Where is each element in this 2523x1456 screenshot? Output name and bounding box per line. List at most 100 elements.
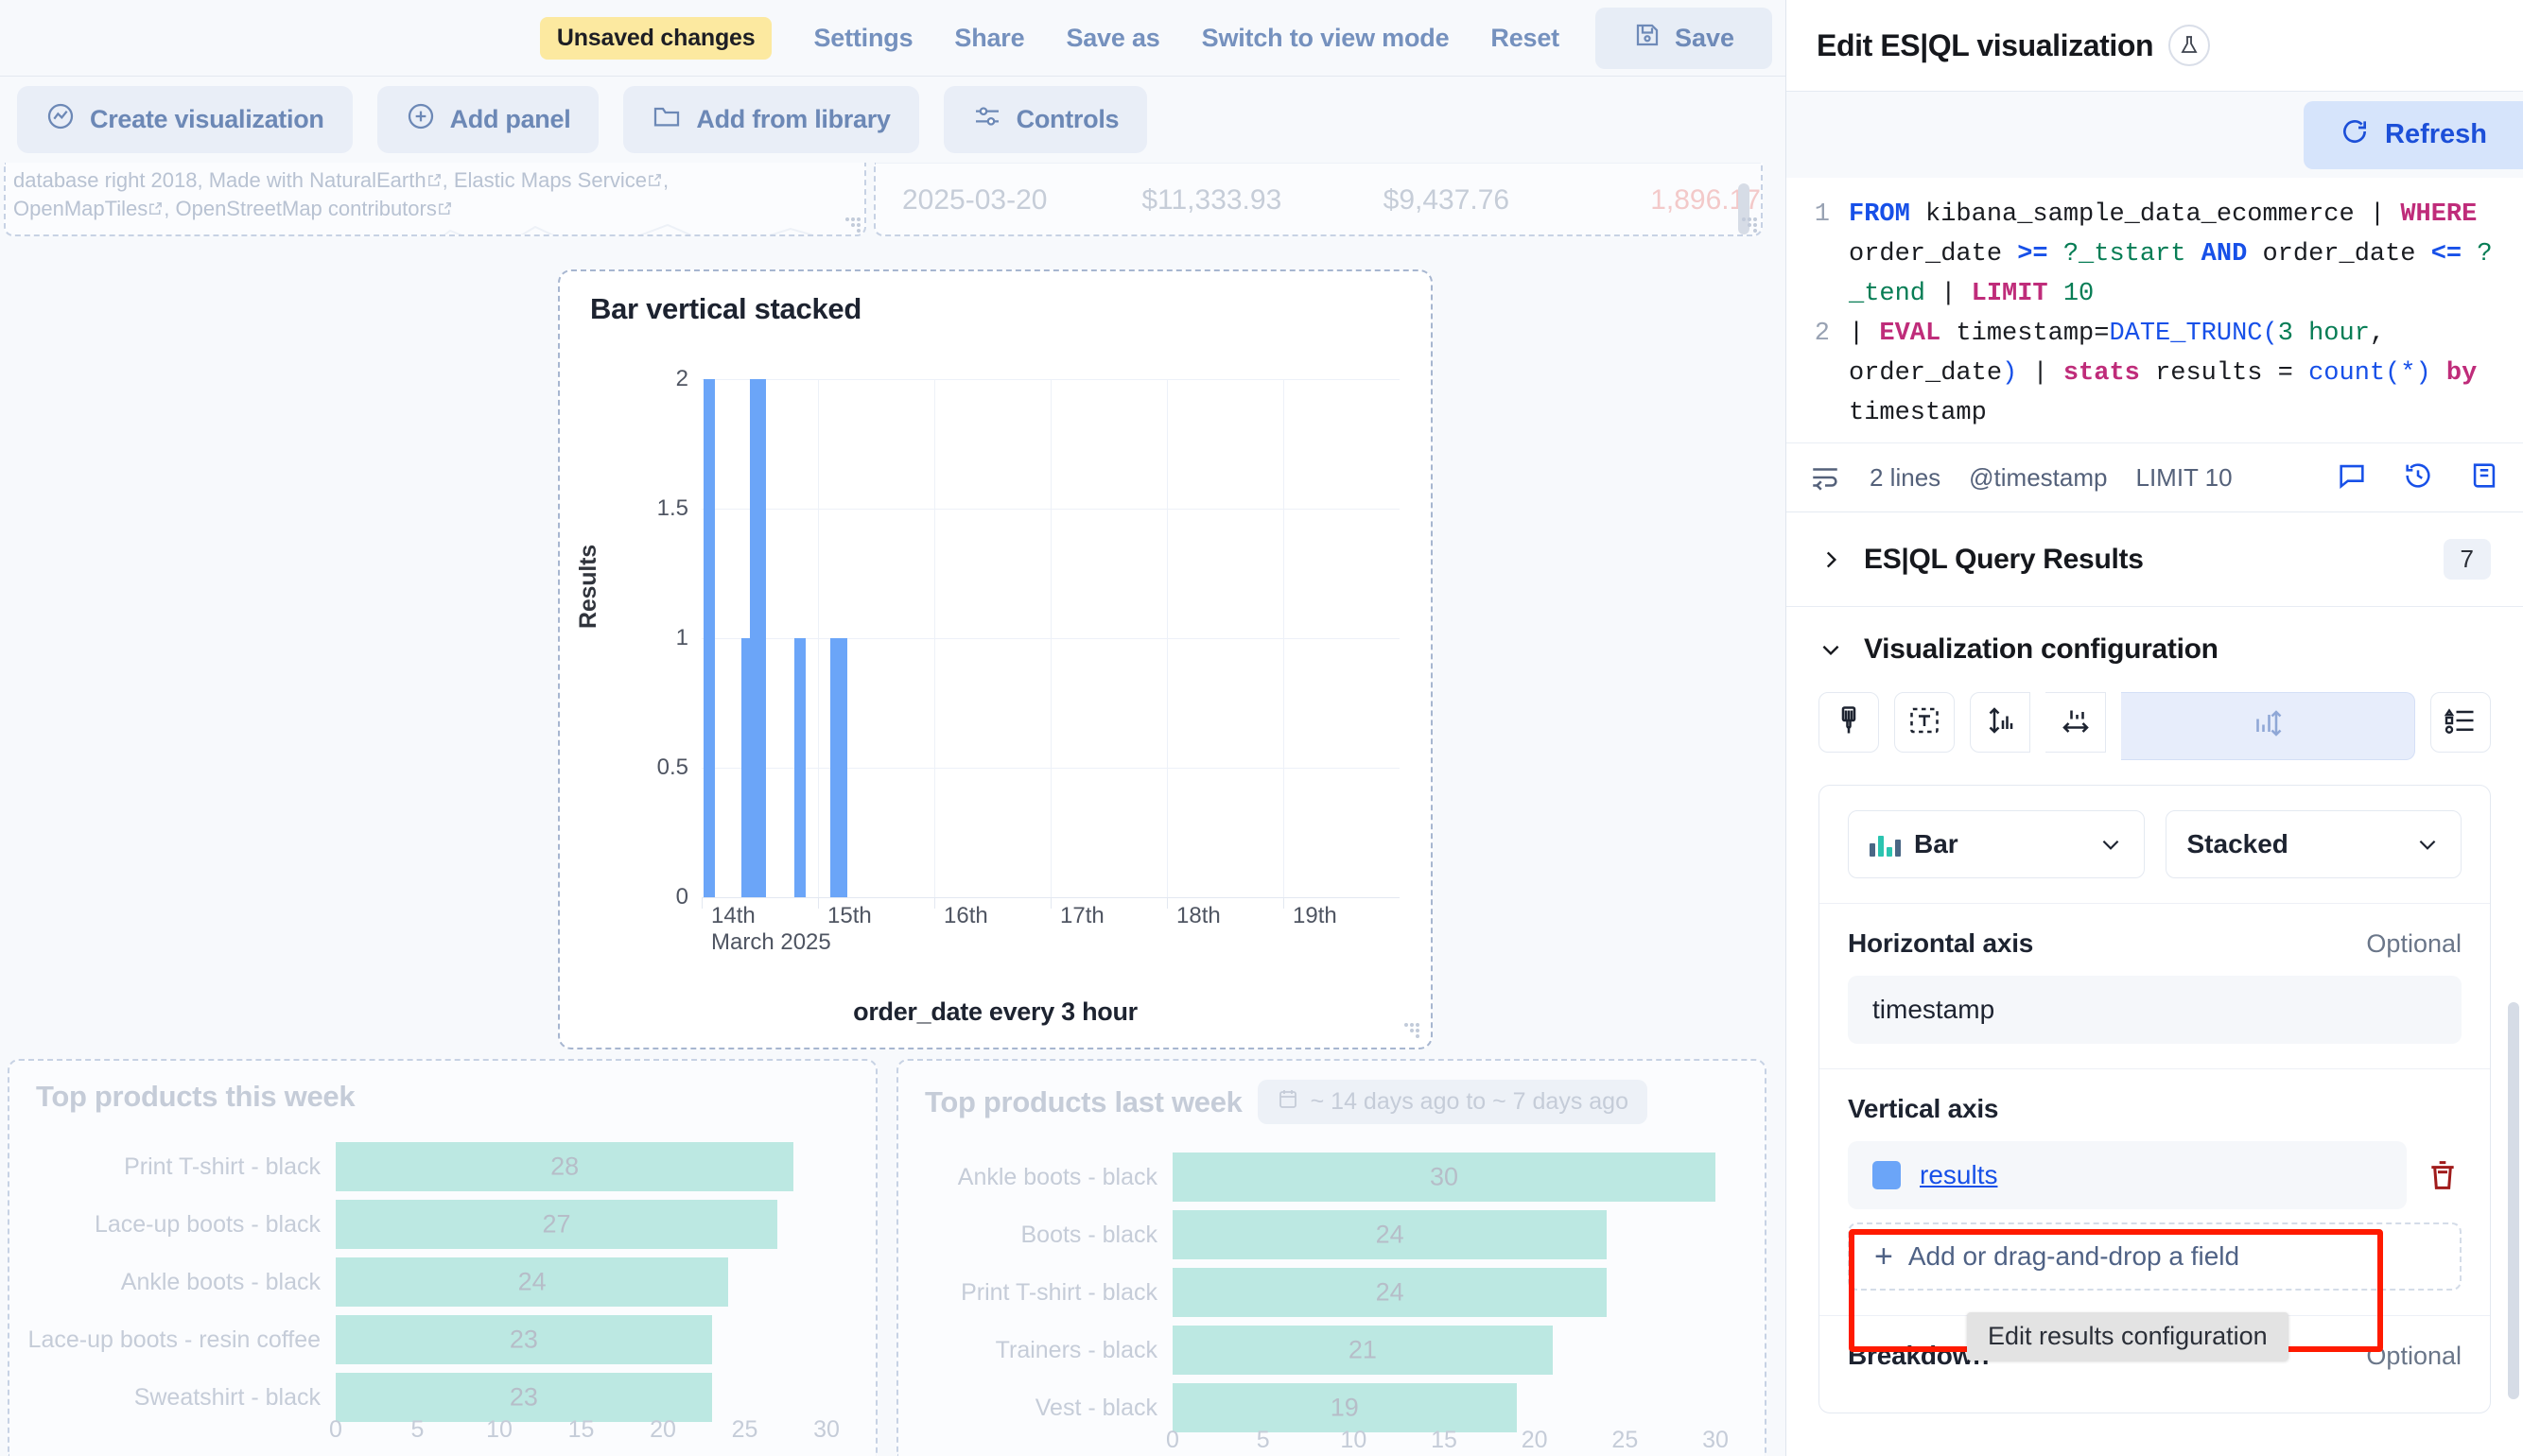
color-swatch[interactable] <box>1872 1161 1901 1189</box>
refresh-button[interactable]: Refresh <box>2304 100 2523 169</box>
chart-bar[interactable] <box>704 379 716 897</box>
panel-resize-grip[interactable] <box>1742 217 1757 233</box>
add-panel-label: Add panel <box>449 105 571 133</box>
brush-icon-button[interactable] <box>1818 692 1879 753</box>
add-field-button[interactable]: + Add or drag-and-drop a field <box>1848 1222 2462 1291</box>
horizontal-bar-chart[interactable]: Print T-shirt - black 28 Lace-up boots - b… <box>9 1142 876 1454</box>
time-range-badge[interactable]: ~ 14 days ago to ~ 7 days ago <box>1257 1080 1647 1124</box>
openstreetmap-link[interactable]: OpenStreetMap contributors <box>175 197 437 220</box>
add-panel-button[interactable]: Add panel <box>376 86 600 153</box>
switch-to-view-mode-link[interactable]: Switch to view mode <box>1201 23 1450 52</box>
dashboard-topbar: Unsaved changes Settings Share Save as S… <box>0 0 1785 76</box>
elastic-maps-service-link[interactable]: Elastic Maps Service <box>453 168 648 192</box>
chart-bar[interactable] <box>336 1257 729 1307</box>
add-from-library-button[interactable]: Add from library <box>623 86 919 153</box>
horizontal-bar-chart[interactable]: Ankle boots - black 30 Boots - black 24 Prin… <box>898 1153 1765 1456</box>
bar-value-label: 19 <box>1330 1393 1359 1422</box>
top-products-this-week-panel[interactable]: Top products this week Print T-shirt - b… <box>8 1059 878 1456</box>
x-axis: 0 5 10 15 20 25 30 <box>329 1416 876 1450</box>
create-visualization-button[interactable]: Create visualization <box>17 86 353 153</box>
chevron-down-icon <box>2415 832 2440 857</box>
bar-value-label: 21 <box>1348 1335 1377 1364</box>
panel-resize-grip[interactable] <box>845 217 861 233</box>
map-attribution-text-1: database right 2018, Made with NaturalEa… <box>13 168 426 192</box>
vertical-axis-icon-button[interactable] <box>1970 692 2030 753</box>
table-row[interactable]: 2025-03-20 $11,333.93 $9,437.76 1,896.17 <box>876 163 1761 234</box>
controls-label: Controls <box>1016 105 1120 133</box>
openmaptiles-link[interactable]: OpenMapTiles <box>13 197 148 220</box>
chart-type-value: Bar <box>1914 829 1958 858</box>
bar-row[interactable]: Lace-up boots - resin coffee 23 <box>9 1315 876 1364</box>
bar-category-label: Sweatshirt - black <box>133 1383 321 1411</box>
query-history-icon[interactable] <box>2402 459 2434 496</box>
chart-bar[interactable] <box>1173 1326 1553 1375</box>
add-field-label: Add or drag-and-drop a field <box>1907 1241 2240 1271</box>
chart-bar[interactable] <box>336 1142 794 1191</box>
chart-layout-select[interactable]: Stacked <box>2165 810 2462 878</box>
text-box-icon-button[interactable] <box>1894 692 1955 753</box>
map-panel[interactable]: database right 2018, Made with NaturalEa… <box>4 163 866 236</box>
bar-row[interactable]: Ankle boots - black 30 <box>898 1153 1765 1202</box>
x-axis-tick: 0 <box>1166 1427 1179 1453</box>
chart-bar[interactable] <box>1173 1210 1608 1259</box>
metrics-table-panel[interactable]: 2025-03-20 $11,333.93 $9,437.76 1,896.17 <box>874 163 1763 236</box>
breakdown-optional: Optional <box>2366 1341 2462 1370</box>
legend-list-icon-button[interactable] <box>2430 692 2491 753</box>
chart-bar[interactable] <box>336 1315 712 1364</box>
time-range-label: ~ 14 days ago to ~ 7 days ago <box>1310 1088 1628 1115</box>
esql-query-editor[interactable]: 1 FROM kibana_sample_data_ecommerce | WH… <box>1786 178 2523 442</box>
time-field-label: @timestamp <box>1969 462 2108 492</box>
top-products-last-week-panel[interactable]: Top products last week ~ 14 days ago to … <box>896 1059 1766 1456</box>
visualization-configuration-section[interactable]: Visualization configuration <box>1786 607 2523 675</box>
bar-row[interactable]: Vest - black 19 <box>898 1383 1765 1432</box>
code-line-1[interactable]: 1 FROM kibana_sample_data_ecommerce | WH… <box>1786 195 2523 314</box>
chart-type-select[interactable]: Bar <box>1848 810 2145 878</box>
bar-row[interactable]: Trainers - black 21 <box>898 1326 1765 1375</box>
chart-bar[interactable] <box>1173 1153 1715 1202</box>
bar-row[interactable]: Ankle boots - black 24 <box>9 1257 876 1307</box>
horizontal-axis-field[interactable]: timestamp <box>1848 976 2462 1044</box>
bar-row[interactable]: Lace-up boots - black 27 <box>9 1200 876 1249</box>
share-link[interactable]: Share <box>954 23 1025 52</box>
dimension-name[interactable]: results <box>1920 1160 1998 1189</box>
bar-category-label: Lace-up boots - black <box>94 1210 321 1238</box>
bar-row[interactable]: Print T-shirt - black 28 <box>9 1142 876 1191</box>
chart-bar[interactable] <box>754 379 766 897</box>
word-wrap-icon[interactable] <box>1809 461 1841 494</box>
plus-circle-icon <box>406 101 436 138</box>
delete-dimension-icon[interactable] <box>2424 1156 2462 1194</box>
horizontal-axis-icon <box>2059 703 2093 742</box>
settings-link[interactable]: Settings <box>813 23 914 52</box>
reset-link[interactable]: Reset <box>1490 23 1559 52</box>
esql-query-results-section[interactable]: ES|QL Query Results 7 <box>1786 512 2523 607</box>
table-scrollbar[interactable] <box>1738 183 1749 234</box>
horizontal-axis-icon-button[interactable] <box>2045 692 2106 753</box>
save-as-link[interactable]: Save as <box>1066 23 1160 52</box>
docs-icon[interactable] <box>2468 459 2500 496</box>
grid-line <box>818 379 819 897</box>
feedback-icon[interactable] <box>2336 459 2368 496</box>
x-axis-tick: 15 <box>567 1416 595 1443</box>
chart-bar[interactable] <box>1173 1383 1517 1432</box>
chart-bar[interactable] <box>793 638 806 897</box>
bar-row[interactable]: Sweatshirt - black 23 <box>9 1373 876 1422</box>
vertical-axis-dimension[interactable]: results <box>1848 1141 2407 1209</box>
flyout-subheader: Refresh <box>1786 91 2523 178</box>
chart-plot-area[interactable]: 0 0.5 1 1.5 2 <box>657 366 1400 910</box>
bar-row[interactable]: Boots - black 24 <box>898 1210 1765 1259</box>
chart-bar[interactable] <box>1173 1268 1608 1317</box>
code-line-2[interactable]: 2 | EVAL timestamp=DATE_TRUNC(3 hour, or… <box>1786 314 2523 433</box>
chart-bar[interactable] <box>336 1373 712 1422</box>
flyout-scrollbar[interactable] <box>2508 1002 2519 1399</box>
bar-chart-panel[interactable]: Bar vertical stacked Results 0 0.5 1 1.5 2 1… <box>558 269 1433 1049</box>
panel-resize-grip[interactable] <box>1404 1023 1421 1040</box>
x-tick-mark <box>1167 897 1168 909</box>
chart-bar[interactable] <box>836 638 848 897</box>
controls-button[interactable]: Controls <box>943 86 1148 153</box>
save-button[interactable]: Save <box>1594 7 1772 69</box>
bar-row[interactable]: Print T-shirt - black 24 <box>898 1268 1765 1317</box>
chart-bar[interactable] <box>336 1200 778 1249</box>
value-axis-icon-button[interactable] <box>2121 692 2415 760</box>
y-axis-tick: 1.5 <box>656 495 688 521</box>
editor-footer: 2 lines @timestamp LIMIT 10 <box>1786 442 2523 512</box>
